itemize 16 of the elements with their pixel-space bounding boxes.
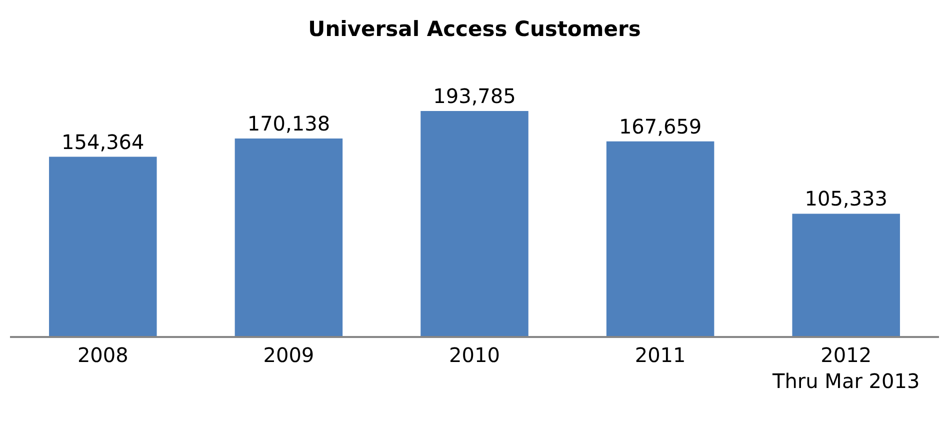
data-label: 170,138: [247, 111, 330, 136]
data-label: 105,333: [804, 186, 888, 211]
data-label: 167,659: [618, 114, 702, 138]
bar: [606, 141, 714, 336]
data-label: 154,364: [62, 130, 144, 154]
x-tick-label: 2010: [449, 343, 500, 367]
x-tick-label: 2009: [263, 343, 314, 367]
data-label: 193,785: [433, 84, 516, 108]
bar: [792, 214, 900, 336]
x-tick-label: 2008: [77, 343, 128, 367]
bar: [234, 138, 343, 336]
bar: [420, 111, 528, 336]
chart-title: Universal Access Customers: [308, 17, 641, 41]
x-tick-label: 2012 Thru Mar 2013: [772, 343, 920, 393]
bar: [49, 156, 157, 336]
x-tick-label: 2011: [634, 343, 686, 367]
